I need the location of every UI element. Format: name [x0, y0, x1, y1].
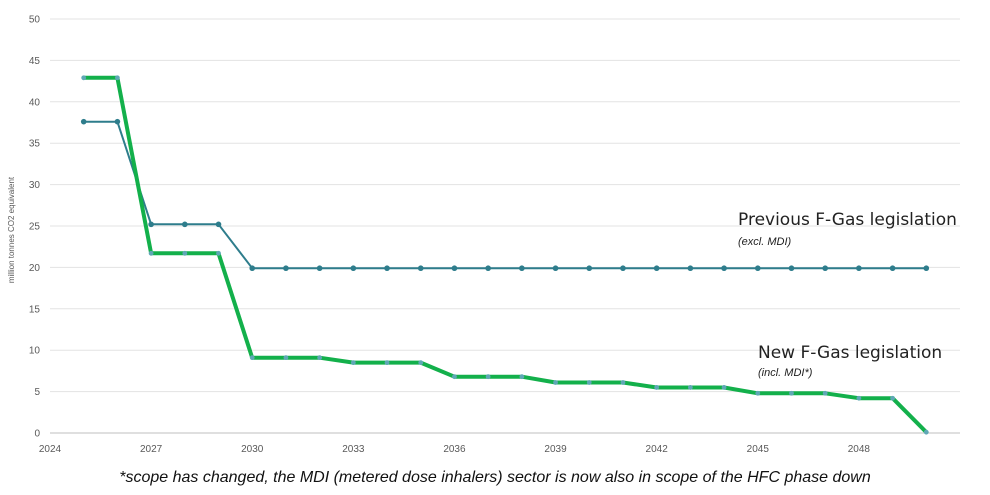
- data-point-previous: [788, 265, 795, 272]
- y-tick-label: 35: [29, 139, 41, 150]
- data-point-previous: [215, 221, 222, 228]
- data-point-previous: [586, 265, 593, 272]
- annotation-new: New F-Gas legislation (incl. MDI*): [758, 343, 942, 379]
- data-point-new: [216, 250, 221, 256]
- x-tick-label: 2024: [39, 444, 62, 455]
- data-point-previous: [80, 118, 87, 125]
- data-point-previous: [350, 265, 357, 272]
- line-chart: 0 5 10 15 20 25 30 35 40 45 50 2024 2027 2030 2033 203…: [7, 15, 960, 455]
- series-line-previous: [82, 120, 928, 270]
- annotation-new-subtitle: (incl. MDI*): [758, 367, 813, 379]
- y-tick-label: 45: [29, 56, 41, 67]
- y-tick-label: 0: [34, 429, 40, 440]
- data-point-previous: [519, 265, 525, 272]
- x-tick-label: 2042: [646, 444, 669, 455]
- data-point-previous: [485, 265, 491, 272]
- data-point-previous: [620, 265, 626, 272]
- data-point-new: [519, 374, 525, 380]
- data-point-previous: [856, 265, 862, 272]
- data-point-previous: [283, 265, 289, 272]
- data-point-previous: [182, 221, 188, 228]
- data-point-previous: [721, 265, 727, 272]
- data-point-previous: [316, 265, 323, 272]
- data-point-new: [721, 385, 727, 390]
- data-point-previous: [552, 265, 559, 272]
- data-point-previous: [822, 265, 828, 272]
- data-point-previous: [384, 265, 390, 272]
- data-point-previous: [148, 221, 154, 228]
- series-new: [81, 75, 929, 435]
- data-point-new: [384, 360, 390, 366]
- data-point-new: [789, 390, 794, 396]
- y-tick-label: 10: [29, 346, 41, 357]
- data-point-new: [148, 250, 154, 256]
- x-tick-label: 2045: [747, 444, 770, 455]
- data-point-new: [822, 390, 828, 396]
- data-point-new: [317, 355, 323, 361]
- footnote: *scope has changed, the MDI (metered dos…: [119, 469, 871, 486]
- data-point-new: [249, 355, 255, 361]
- data-point-new: [81, 75, 87, 81]
- data-point-previous: [923, 265, 930, 272]
- y-tick-label: 5: [34, 387, 40, 398]
- data-point-new: [654, 385, 660, 390]
- y-tick-label: 25: [29, 222, 41, 233]
- y-tick-label: 20: [29, 263, 41, 274]
- series-group: [80, 75, 930, 435]
- data-point-new: [586, 380, 592, 385]
- x-tick-label: 2030: [241, 444, 264, 455]
- data-point-new: [755, 390, 761, 396]
- y-tick-label: 15: [29, 304, 41, 315]
- data-point-new: [890, 395, 895, 401]
- x-tick-label: 2033: [342, 444, 365, 455]
- data-point-new: [283, 355, 289, 361]
- data-point-new: [182, 250, 188, 256]
- data-point-new: [923, 429, 929, 435]
- data-point-new: [350, 360, 356, 366]
- data-point-previous: [687, 265, 694, 272]
- annotation-previous: Previous F-Gas legislation (excl. MDI): [738, 210, 957, 248]
- y-axis-label: million tonnes CO2 equivalent: [7, 176, 16, 283]
- y-tick-label: 30: [29, 180, 41, 191]
- data-point-previous: [114, 118, 121, 125]
- y-tick-label: 40: [29, 97, 41, 108]
- data-point-previous: [451, 265, 458, 272]
- x-tick-label: 2048: [848, 444, 871, 455]
- data-point-new: [856, 395, 862, 401]
- data-point-new: [553, 380, 558, 385]
- y-tick-labels: 0 5 10 15 20 25 30 35 40 45 50: [29, 15, 41, 440]
- y-tick-label: 50: [29, 15, 41, 26]
- annotation-new-title: New F-Gas legislation: [758, 343, 942, 363]
- annotation-previous-title: Previous F-Gas legislation: [738, 210, 957, 230]
- data-point-previous: [889, 265, 896, 272]
- data-point-previous: [653, 265, 660, 272]
- x-tick-label: 2027: [140, 444, 163, 455]
- series-line-new: [81, 75, 929, 435]
- data-point-new: [418, 360, 424, 366]
- data-point-new: [485, 374, 491, 380]
- x-tick-label: 2039: [544, 444, 567, 455]
- data-point-new: [452, 374, 457, 380]
- data-point-previous: [249, 265, 256, 272]
- x-tick-labels: 2024 2027 2030 2033 2036 2039 2042 2045 2048: [39, 444, 871, 455]
- data-point-previous: [417, 265, 424, 272]
- data-point-new: [687, 385, 693, 390]
- data-point-new: [620, 380, 626, 385]
- data-point-previous: [754, 265, 761, 272]
- data-point-new: [115, 75, 120, 81]
- x-tick-label: 2036: [443, 444, 466, 455]
- series-previous: [80, 118, 930, 272]
- annotation-previous-subtitle: (excl. MDI): [738, 236, 792, 248]
